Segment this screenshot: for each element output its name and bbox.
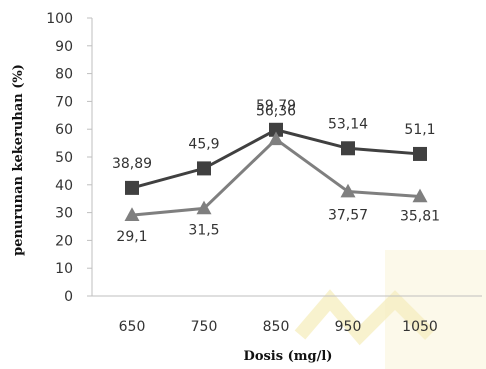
y-axis-title: penurunan kekeruhan (%) <box>11 64 26 256</box>
y-tick-labels: 0 10 20 30 40 50 60 70 80 90 100 <box>46 11 73 305</box>
y-tick-label: 20 <box>55 233 73 249</box>
data-label: 29,1 <box>116 229 147 245</box>
x-tick-label: 950 <box>335 319 362 335</box>
x-tick-label: 850 <box>263 319 290 335</box>
data-point-square <box>197 161 211 176</box>
data-label: 59,79 <box>256 98 296 114</box>
x-tick-labels: 650 750 850 950 1050 <box>119 319 438 335</box>
data-labels: 38,89 45,9 59,79 53,14 51,1 29,1 31,5 56,36 37,5… <box>112 98 440 245</box>
data-point-square <box>413 146 427 161</box>
x-axis-title: Dosis (mg/l) <box>244 349 333 364</box>
data-point-triangle <box>268 131 284 146</box>
data-label: 56,36 <box>256 103 296 119</box>
y-tick-label: 90 <box>55 39 73 55</box>
data-point-triangle <box>124 207 140 221</box>
data-label: 35,81 <box>400 208 440 224</box>
data-label: 53,14 <box>328 116 368 132</box>
watermark-logo <box>294 250 486 369</box>
data-point-square <box>269 122 283 137</box>
data-label: 31,5 <box>188 222 219 238</box>
axes <box>87 17 482 297</box>
y-tick-label: 80 <box>55 67 73 83</box>
series-markers <box>124 122 428 221</box>
y-tick-label: 30 <box>55 206 73 222</box>
y-tick-label: 40 <box>55 178 73 194</box>
data-label: 45,9 <box>188 136 219 152</box>
y-tick-label: 0 <box>64 289 73 305</box>
y-tick-label: 70 <box>55 94 73 110</box>
data-point-triangle <box>196 200 212 215</box>
x-tick-label: 750 <box>191 319 218 335</box>
data-label: 38,89 <box>112 156 152 172</box>
y-tick-label: 100 <box>46 11 73 27</box>
data-label: 51,1 <box>404 122 435 138</box>
data-label: 37,57 <box>328 208 368 224</box>
data-point-triangle <box>412 188 428 203</box>
data-point-square <box>341 141 355 156</box>
data-point-triangle <box>340 183 356 198</box>
y-tick-label: 50 <box>55 150 73 166</box>
x-tick-label: 650 <box>119 319 146 335</box>
y-tick-label: 10 <box>55 261 73 277</box>
x-tick-label: 1050 <box>402 319 438 335</box>
y-tick-label: 60 <box>55 122 73 138</box>
data-point-square <box>125 180 139 195</box>
